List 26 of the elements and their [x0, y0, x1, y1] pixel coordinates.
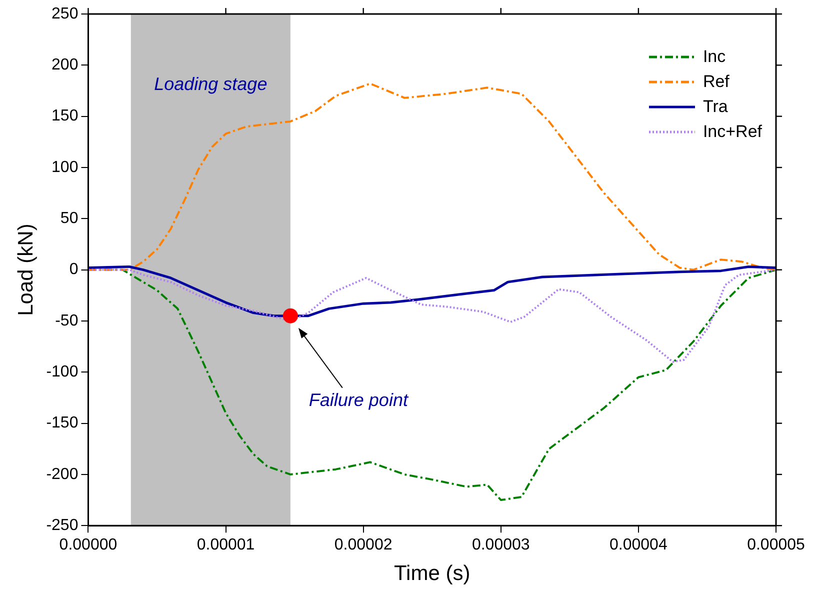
- x-tick-label: 0.00003: [472, 536, 530, 554]
- y-tick-label: -250: [46, 517, 78, 534]
- y-tick-label: 150: [52, 108, 78, 125]
- legend-label: Tra: [702, 96, 728, 118]
- y-tick-label: -50: [55, 312, 78, 330]
- x-tick-label: 0.00005: [747, 536, 806, 554]
- y-tick-label: 50: [60, 210, 78, 228]
- y-tick-label: 250: [52, 5, 78, 22]
- x-tick-label: 0.00001: [196, 536, 255, 554]
- y-tick-label: -150: [46, 414, 78, 432]
- x-tick-label: 0.00004: [610, 536, 668, 554]
- x-axis-title: Time (s): [394, 562, 470, 586]
- y-tick-label: 200: [52, 56, 78, 74]
- y-tick-label: 0: [69, 261, 78, 278]
- line-series: [88, 268, 776, 363]
- y-axis-title: Load (kN): [14, 224, 38, 316]
- legend-label: Inc+Ref: [702, 121, 762, 143]
- x-tick-label: 0.00000: [59, 536, 118, 554]
- annotation: Failure point: [308, 390, 409, 410]
- x-tick-label: 0.00002: [334, 536, 392, 554]
- band-label: Loading stage: [154, 74, 268, 94]
- y-tick-label: -100: [46, 364, 78, 381]
- y-tick-label: 100: [52, 158, 78, 176]
- legend-label: Ref: [702, 71, 730, 93]
- legend-label: Inc: [702, 46, 726, 68]
- y-tick-label: -200: [46, 466, 78, 483]
